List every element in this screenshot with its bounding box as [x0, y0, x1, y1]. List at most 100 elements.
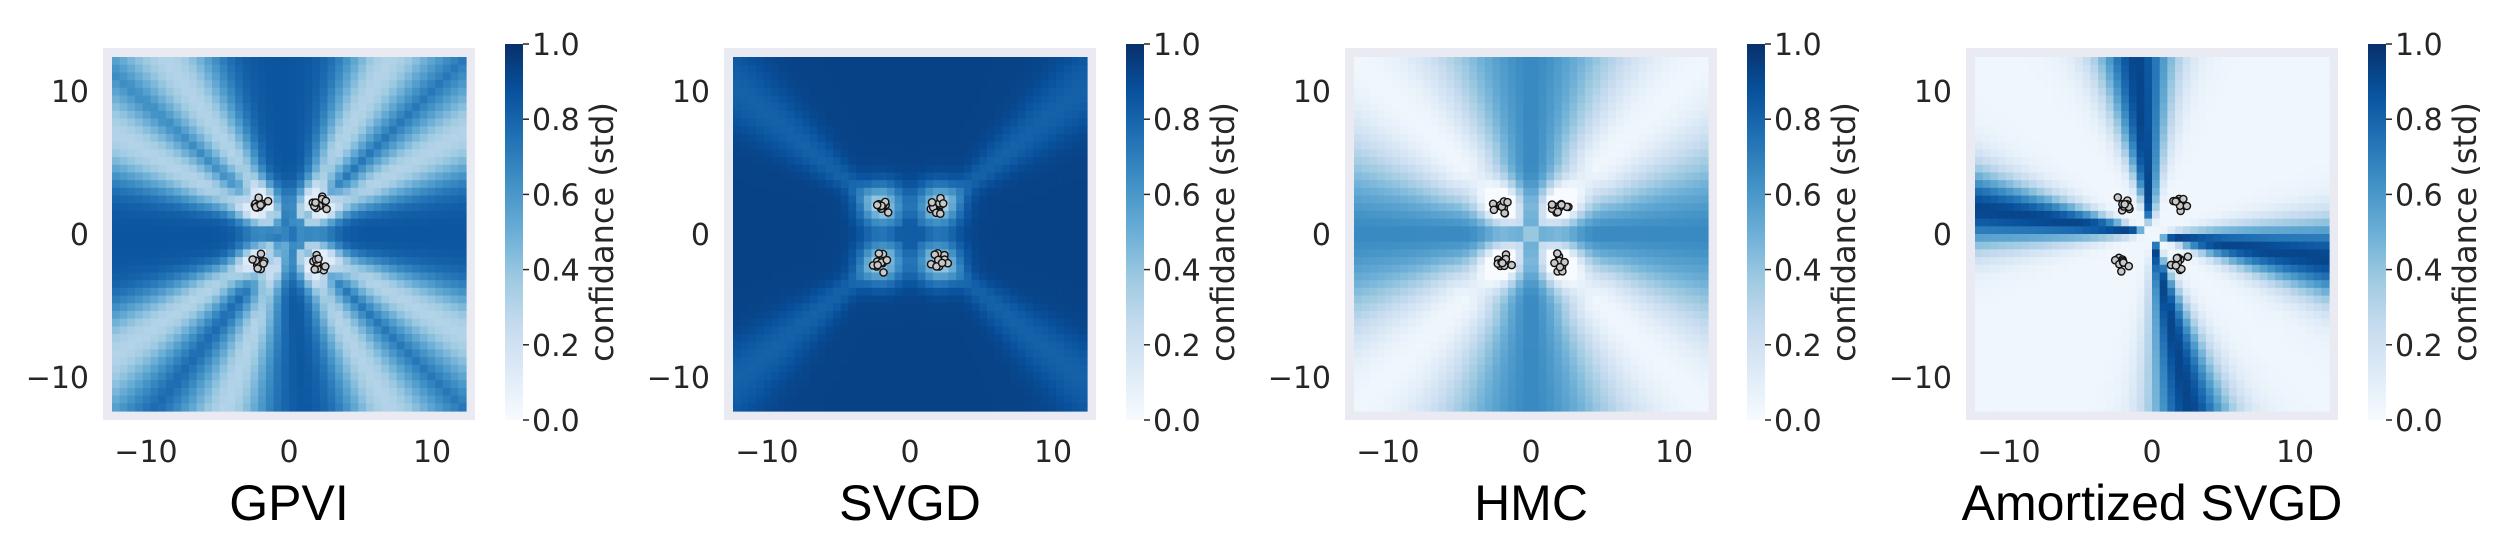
heatmap-cell: [1033, 387, 1042, 397]
heatmap-cell: [396, 403, 406, 412]
heatmap-cell: [910, 133, 919, 143]
heatmap-cell: [204, 303, 213, 312]
heatmap-cell: [381, 110, 390, 120]
heatmap-cell: [910, 295, 919, 304]
heatmap-cell: [1025, 103, 1034, 112]
heatmap-cell: [335, 72, 344, 81]
heatmap-cell: [809, 310, 819, 320]
heatmap-cell: [802, 203, 811, 212]
heatmap-cell: [948, 80, 957, 89]
heatmap-cell: [173, 272, 182, 281]
heatmap-cell: [1400, 180, 1409, 189]
heatmap-cell: [212, 287, 221, 297]
heatmap-cell: [1063, 257, 1073, 266]
heatmap-cell: [435, 287, 444, 297]
heatmap-cell: [235, 303, 244, 312]
heatmap-cell: [1407, 187, 1417, 197]
heatmap-cell: [135, 372, 144, 381]
heatmap-cell: [435, 264, 444, 274]
heatmap-cell: [112, 126, 121, 135]
heatmap-cell: [442, 172, 452, 181]
heatmap-cell: [971, 187, 980, 197]
heatmap-cell: [956, 403, 965, 412]
heatmap-cell: [365, 264, 375, 274]
heatmap-cell: [1415, 226, 1424, 235]
heatmap-cell: [894, 210, 903, 220]
heatmap-cell: [986, 387, 996, 397]
heatmap-cell: [181, 180, 190, 189]
heatmap-cell: [1400, 310, 1409, 320]
heatmap-cell: [212, 103, 221, 112]
heatmap-cell: [840, 103, 850, 112]
heatmap-cell: [289, 95, 298, 104]
heatmap-cell: [956, 195, 965, 204]
heatmap-cell: [786, 257, 796, 266]
heatmap-cell: [242, 249, 252, 258]
heatmap-cell: [396, 226, 406, 235]
heatmap-cell: [358, 218, 367, 227]
heatmap-cell: [825, 210, 834, 220]
heatmap-cell: [1048, 80, 1057, 89]
data-point: [310, 265, 320, 274]
heatmap-cell: [902, 249, 911, 258]
heatmap-cell: [373, 110, 382, 120]
heatmap-cell: [848, 95, 857, 104]
heatmap-cell: [219, 357, 229, 366]
heatmap-cell: [1079, 334, 1088, 343]
heatmap-cell: [825, 326, 834, 335]
heatmap-cell: [910, 141, 919, 150]
heatmap-cell: [763, 257, 773, 266]
heatmap-cell: [786, 380, 796, 389]
heatmap-cell: [1010, 357, 1019, 366]
heatmap-cell: [1454, 72, 1463, 81]
heatmap-cell: [756, 264, 765, 274]
heatmap-cell: [327, 380, 336, 389]
heatmap-cell: [1377, 87, 1386, 97]
heatmap-cell: [158, 318, 167, 327]
heatmap-cell: [748, 334, 757, 343]
heatmap-cell: [265, 334, 275, 343]
heatmap-cell: [227, 103, 236, 112]
heatmap-cell: [258, 133, 267, 143]
heatmap-cell: [127, 241, 136, 250]
heatmap-cell: [227, 287, 236, 297]
heatmap-cell: [212, 157, 221, 166]
heatmap-cell: [763, 118, 773, 127]
heatmap-cell: [335, 395, 344, 404]
heatmap-cell: [289, 357, 298, 366]
heatmap-cell: [963, 80, 973, 89]
heatmap-cell: [119, 387, 128, 397]
heatmap-cell: [404, 157, 413, 166]
heatmap-cell: [365, 387, 375, 397]
heatmap-cell: [173, 349, 182, 358]
heatmap-cell: [158, 126, 167, 135]
heatmap-cell: [1438, 133, 1447, 143]
heatmap-cell: [235, 141, 244, 150]
heatmap-cell: [902, 210, 911, 220]
heatmap-cell: [173, 218, 182, 227]
heatmap-cell: [848, 157, 857, 166]
heatmap-cell: [265, 87, 275, 97]
heatmap-cell: [1071, 141, 1080, 150]
heatmap-cell: [296, 118, 305, 127]
heatmap-cell: [1446, 326, 1455, 335]
heatmap-cell: [242, 72, 252, 81]
heatmap-cell: [396, 203, 406, 212]
heatmap-cell: [825, 364, 834, 374]
heatmap-cell: [848, 195, 857, 204]
heatmap-cell: [1025, 133, 1034, 143]
heatmap-cell: [435, 249, 444, 258]
heatmap-cell: [1423, 349, 1432, 358]
heatmap-cell: [219, 87, 229, 97]
heatmap-cell: [196, 395, 205, 404]
heatmap-cell: [886, 234, 896, 243]
heatmap-cell: [863, 87, 873, 97]
heatmap-cell: [1438, 241, 1447, 250]
heatmap-cell: [1423, 234, 1432, 243]
heatmap-cell: [373, 241, 382, 250]
heatmap-cell: [219, 264, 229, 274]
heatmap-cell: [1430, 310, 1440, 320]
heatmap-cell: [212, 57, 221, 66]
heatmap-cell: [112, 249, 121, 258]
heatmap-cell: [289, 110, 298, 120]
